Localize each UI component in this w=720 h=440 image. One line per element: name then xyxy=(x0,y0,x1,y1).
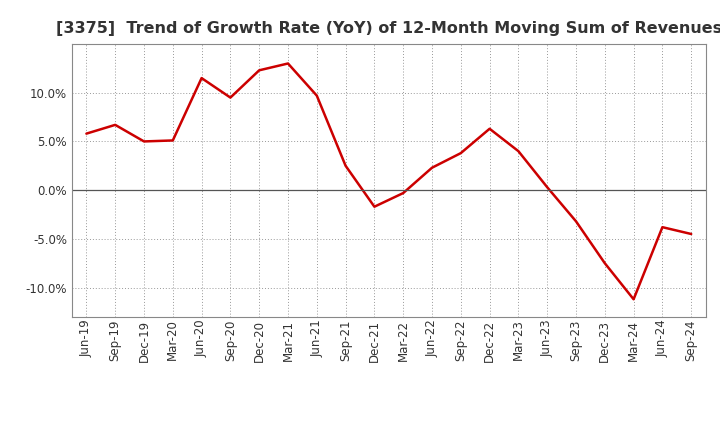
Title: [3375]  Trend of Growth Rate (YoY) of 12-Month Moving Sum of Revenues: [3375] Trend of Growth Rate (YoY) of 12-… xyxy=(55,21,720,36)
